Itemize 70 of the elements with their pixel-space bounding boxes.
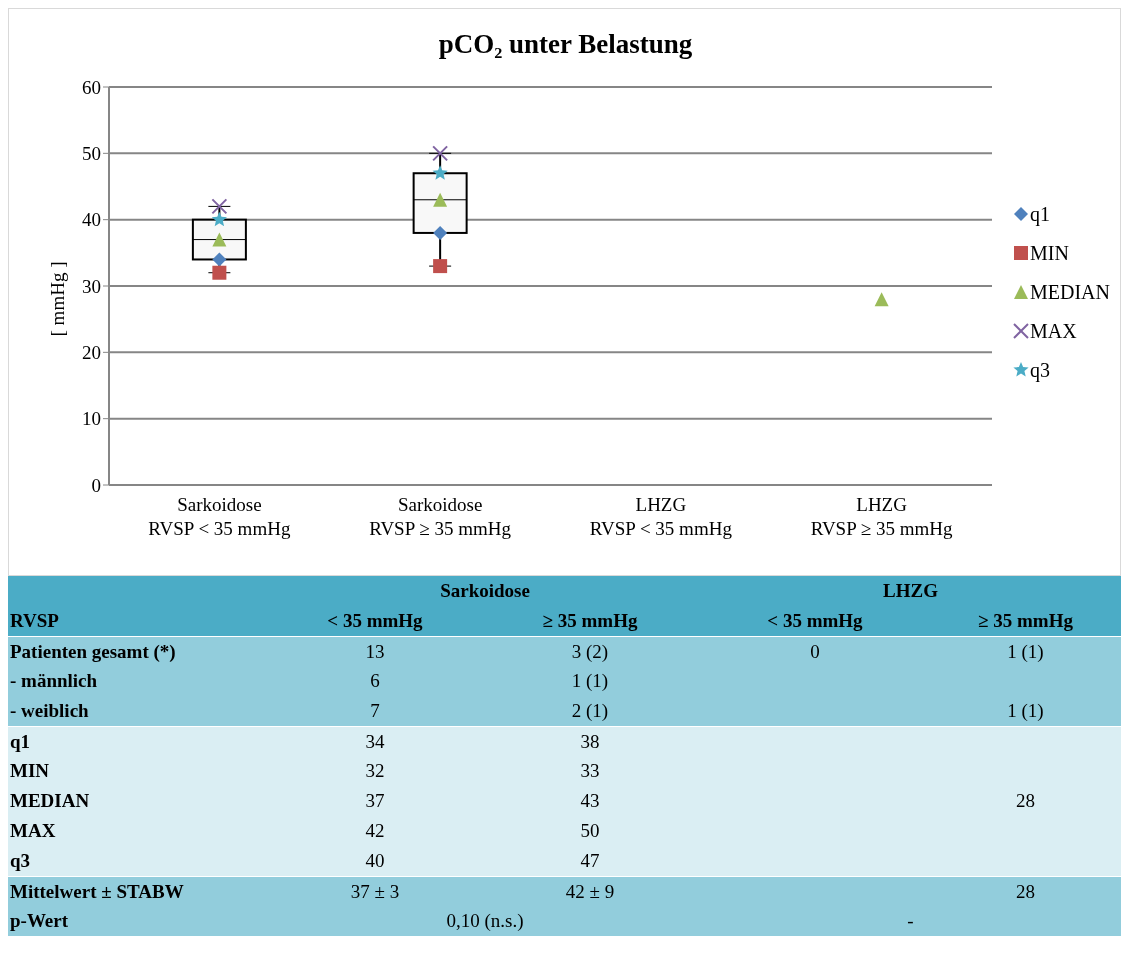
point bbox=[211, 211, 227, 227]
text: LHZG bbox=[882, 579, 939, 603]
text: - männlich bbox=[9, 669, 99, 693]
point bbox=[211, 198, 228, 215]
text: < 35 mmHg bbox=[326, 609, 424, 633]
text: Sarkoidose bbox=[439, 579, 531, 603]
y-tick-label: 40 bbox=[82, 209, 101, 231]
text: 13 bbox=[364, 640, 386, 664]
y-tick-label: 20 bbox=[82, 342, 101, 364]
x-tick-label: LHZG RVSP ≥ 35 mmHg bbox=[810, 494, 953, 539]
text: 3 (2) bbox=[570, 640, 610, 664]
text: 0,10 (n.s.) bbox=[445, 909, 525, 933]
text: MIN bbox=[9, 759, 51, 783]
text: 43 bbox=[579, 789, 601, 813]
text: q3 bbox=[9, 849, 32, 873]
text: 40 bbox=[364, 849, 386, 873]
y-tick-label: 30 bbox=[82, 275, 101, 297]
y-tick-label: 10 bbox=[82, 408, 101, 430]
text: 2 (1) bbox=[570, 699, 610, 723]
text: - weiblich bbox=[9, 699, 90, 723]
text: RVSP bbox=[9, 609, 60, 633]
y-axis-title: [ mmHg ] bbox=[47, 261, 70, 337]
text: 1 (1) bbox=[1006, 640, 1045, 664]
text: 28 bbox=[1015, 789, 1036, 813]
text: 50 bbox=[579, 819, 601, 843]
text: q1 bbox=[9, 730, 32, 754]
point bbox=[433, 259, 448, 274]
y-tick-label: 50 bbox=[82, 143, 101, 165]
text: 42 ± 9 bbox=[564, 880, 616, 904]
point bbox=[432, 165, 448, 180]
text: < 35 mmHg bbox=[766, 609, 864, 633]
text: ≥ 35 mmHg bbox=[541, 609, 639, 633]
x-tick-label: Sarkoidose RVSP ≥ 35 mmHg bbox=[369, 494, 512, 539]
text: 1 (1) bbox=[1006, 699, 1045, 723]
text: MEDIAN bbox=[9, 789, 91, 813]
text: 42 bbox=[364, 819, 386, 843]
text: MAX bbox=[9, 819, 57, 843]
text: 47 bbox=[579, 849, 601, 873]
text: Patienten gesamt (*) bbox=[9, 640, 177, 664]
text: 33 bbox=[579, 759, 601, 783]
text: 34 bbox=[364, 730, 386, 754]
text: 0 bbox=[809, 640, 821, 664]
legend-label: MIN bbox=[1030, 241, 1069, 265]
text: 32 bbox=[364, 759, 386, 783]
text: 37 ± 3 bbox=[349, 880, 401, 904]
point bbox=[433, 192, 448, 207]
point bbox=[432, 145, 449, 162]
x-tick-label: LHZG RVSP < 35 mmHg bbox=[589, 494, 733, 539]
text: p-Wert bbox=[9, 909, 70, 933]
point bbox=[433, 225, 448, 240]
text: 37 bbox=[364, 789, 386, 813]
text: 28 bbox=[1015, 880, 1036, 904]
point bbox=[874, 292, 889, 307]
text: 6 bbox=[369, 669, 381, 693]
legend-label: MAX bbox=[1030, 319, 1077, 343]
text: - bbox=[906, 909, 915, 933]
point bbox=[212, 265, 227, 280]
chart-title: pCO₂ unter Belastung bbox=[438, 29, 693, 59]
text: 1 (1) bbox=[570, 669, 610, 693]
legend-label: q3 bbox=[1030, 358, 1050, 382]
text: Mittelwert ± STABW bbox=[9, 880, 185, 904]
y-tick-label: 60 bbox=[82, 76, 101, 98]
point bbox=[212, 252, 227, 267]
legend-label: q1 bbox=[1030, 202, 1050, 226]
legend-label: MEDIAN bbox=[1030, 280, 1110, 304]
text: ≥ 35 mmHg bbox=[977, 609, 1074, 633]
x-tick-label: Sarkoidose RVSP < 35 mmHg bbox=[148, 494, 291, 539]
text: 7 bbox=[369, 699, 381, 723]
y-tick-label: 0 bbox=[91, 474, 101, 496]
text: 38 bbox=[579, 730, 601, 754]
